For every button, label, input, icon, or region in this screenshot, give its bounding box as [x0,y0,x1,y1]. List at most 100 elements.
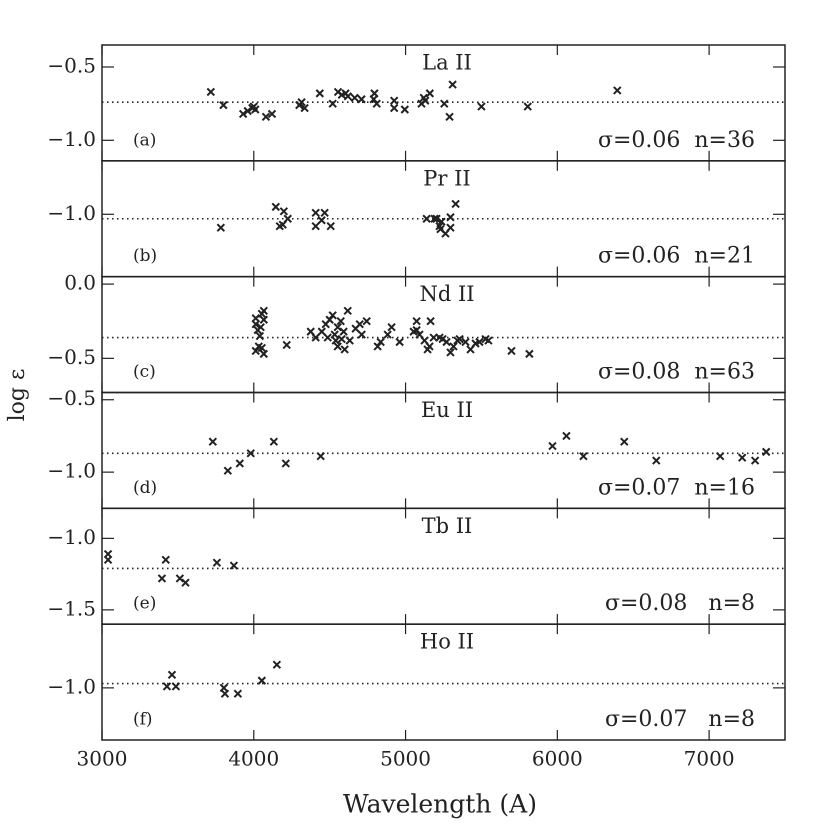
y-axis-title: log ε [5,369,30,422]
marker [328,99,337,108]
marker [389,96,399,105]
marker [311,208,320,218]
marker [257,676,267,685]
marker [350,93,359,102]
marker [278,220,287,229]
marker [548,441,557,451]
marker [412,317,421,326]
marker [337,334,346,344]
marker [330,330,339,339]
marker [279,207,289,216]
marker [249,102,258,111]
marker [235,459,245,468]
marker [357,330,366,339]
y-tick-label: −1.0 [47,459,96,483]
marker [162,682,172,691]
marker [446,348,455,357]
marker [448,80,457,89]
marker [326,221,335,231]
y-tick-label: −1.0 [47,127,96,151]
marker [442,337,451,347]
x-tick-label: 6000 [532,747,583,771]
marker [343,306,352,316]
marker [613,86,622,95]
marker [272,660,282,669]
marker [233,689,243,698]
marker [395,337,404,347]
y-tick-label: 0.0 [64,271,96,295]
marker [206,87,216,97]
marker [229,561,239,570]
marker [389,103,399,113]
marker [246,449,255,458]
marker [525,349,534,359]
marker [715,452,725,461]
marker [357,95,366,104]
marker [333,322,342,332]
marker [387,322,396,332]
marker [300,103,309,113]
marker [261,112,271,122]
y-tick-label: −0.5 [47,345,96,369]
marker [425,89,435,98]
panel-label: (a) [133,130,156,150]
marker [620,437,629,446]
marker [257,343,267,353]
marker [181,578,190,587]
y-tick-label: −1.0 [47,674,96,698]
x-tick-label: 3000 [77,747,128,771]
marker [259,349,269,359]
marker [325,315,334,324]
marker [461,337,470,347]
marker [223,466,233,475]
marker [451,199,460,209]
y-tick-label: −1.0 [47,525,96,549]
panel-title: Nd II [419,282,474,306]
marker [251,319,260,329]
marker [737,453,747,462]
marker [426,317,435,326]
marker [419,93,428,102]
panel-title: Ho II [420,630,474,654]
marker [333,342,342,351]
marker [562,431,571,441]
marker [455,334,464,344]
panel-label: (e) [133,594,156,614]
marker [750,456,760,465]
marker [475,337,484,347]
marker [256,322,265,332]
marker [440,99,449,108]
panel-annotation: σ=0.08 n=63 [598,360,755,385]
x-tick-label: 7000 [684,747,735,771]
panel-frame [101,623,786,741]
marker [331,336,340,345]
x-tick-label: 4000 [228,747,279,771]
marker [311,333,320,342]
marker [339,327,348,336]
marker [432,214,441,223]
marker [355,319,364,329]
marker [259,315,269,324]
marker [477,102,486,111]
marker [369,95,378,104]
marker [315,89,325,98]
marker [208,437,218,446]
panel-annotation: σ=0.07 n=8 [605,707,755,732]
marker [412,325,421,335]
marker [281,459,291,468]
marker [446,223,455,232]
marker [320,208,329,218]
marker [336,317,345,326]
marker [167,670,177,680]
marker [219,100,228,110]
marker [161,555,170,565]
marker [220,689,230,698]
marker [251,346,260,356]
marker [295,100,304,110]
marker [157,574,167,583]
marker [362,317,371,326]
marker [171,682,181,691]
marker [243,106,252,116]
marker [652,456,661,465]
marker [271,202,280,212]
